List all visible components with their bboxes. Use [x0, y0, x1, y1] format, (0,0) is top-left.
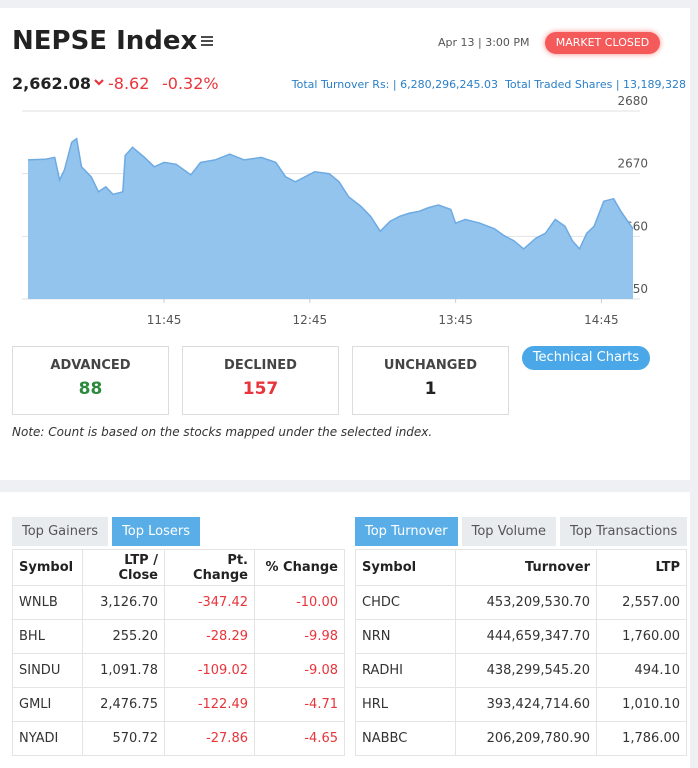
y-tick-label: 2680	[617, 95, 648, 108]
stat-box: ADVANCED 88	[12, 346, 169, 415]
column-header: LTP / Close	[82, 549, 165, 586]
table-cell: 2,476.75	[82, 687, 165, 722]
tab[interactable]: Top Losers	[112, 517, 201, 546]
table-row[interactable]: CHDC 453,209,530.70 2,557.00	[355, 585, 687, 620]
turnover-table: Symbol Turnover LTP CHDC 453,209,530.70 2,557…	[355, 549, 687, 756]
stat-value: 1	[424, 379, 437, 399]
stat-box: DECLINED 157	[182, 346, 339, 415]
table-row[interactable]: NABBC 206,209,780.90 1,786.00	[355, 721, 687, 756]
table-cell: -10.00	[254, 585, 345, 620]
right-tabs: Top Turnover Top Volume Top Transactions	[355, 517, 688, 546]
table-cell: SINDU	[12, 653, 83, 688]
table-cell: -122.49	[164, 687, 255, 722]
column-header: LTP	[596, 549, 687, 586]
down-chevron	[94, 79, 104, 86]
column-header: Turnover	[455, 549, 597, 586]
column-header: % Change	[254, 549, 345, 586]
index-percent-change: -0.32%	[162, 74, 219, 93]
table-cell: -4.65	[254, 721, 345, 756]
table-cell: 1,786.00	[596, 721, 687, 756]
table-row[interactable]: NYADI 570.72 -27.86 -4.65	[12, 721, 345, 756]
header-row: Symbol LTP / Close Pt. Change% Change	[12, 549, 345, 586]
x-tick-label: 13:45	[438, 313, 473, 327]
table-cell: HRL	[355, 687, 456, 722]
table-row[interactable]: HRL 393,424,714.60 1,010.10	[355, 687, 687, 722]
table-cell: NYADI	[12, 721, 83, 756]
stat-box: UNCHANGED 1	[352, 346, 509, 415]
table-cell: 570.72	[82, 721, 165, 756]
stat-label: DECLINED	[224, 358, 297, 373]
table-row[interactable]: SINDU 1,091.78 -109.02 -9.08	[12, 653, 345, 688]
table-cell: -27.86	[164, 721, 255, 756]
table-cell: 206,209,780.90	[455, 721, 597, 756]
table-cell: 1,760.00	[596, 619, 687, 654]
table-cell: 1,091.78	[82, 653, 165, 688]
tab[interactable]: Top Gainers	[12, 517, 109, 546]
stat-value: 157	[242, 379, 279, 399]
table-row[interactable]: NRN 444,659,347.70 1,760.00	[355, 619, 687, 654]
table-cell: 444,659,347.70	[455, 619, 597, 654]
table-cell: 438,299,545.20	[455, 653, 597, 688]
x-tick-label: 14:45	[584, 313, 619, 327]
date: Apr 13 | 3:00 PM	[438, 36, 530, 49]
tab[interactable]: Top Turnover	[355, 517, 458, 546]
header-row: Symbol Turnover LTP	[355, 549, 687, 586]
turnover: Total Turnover Rs: | 6,280,296,245.03	[291, 78, 499, 91]
tab[interactable]: Top Transactions	[560, 517, 688, 546]
table-row[interactable]: RADHI 438,299,545.20 494.10	[355, 653, 687, 688]
stat-value: 88	[78, 379, 103, 399]
index-value: 2,662.08	[12, 74, 91, 93]
tab[interactable]: Top Volume	[461, 517, 557, 546]
traded-shares: Total Traded Shares | 13,189,328	[505, 78, 686, 91]
index-change: -8.62	[108, 74, 150, 93]
table-cell: 393,424,714.60	[455, 687, 597, 722]
table-cell: CHDC	[355, 585, 456, 620]
table-cell: NABBC	[355, 721, 456, 756]
table-cell: 1,010.10	[596, 687, 687, 722]
note: Note: Count is based on the stocks mappe…	[12, 425, 433, 439]
table-cell: -4.71	[254, 687, 345, 722]
table-cell: 255.20	[82, 619, 165, 654]
table-row[interactable]: WNLB 3,126.70 -347.42 -10.00	[12, 585, 345, 620]
x-tick-label: 11:45	[147, 313, 182, 327]
column-header: Symbol	[355, 549, 456, 586]
table-cell: 453,209,530.70	[455, 585, 597, 620]
table-cell: 2,557.00	[596, 585, 687, 620]
column-header: Symbol	[12, 549, 83, 586]
left-tabs: Top Gainers Top Losers	[12, 517, 201, 546]
market-status: MARKET CLOSED	[545, 32, 660, 54]
stat-label: ADVANCED	[50, 358, 131, 373]
table-cell: GMLI	[12, 687, 83, 722]
y-tick-label: 2670	[617, 157, 648, 171]
stat-label: UNCHANGED	[383, 358, 478, 373]
losers-table: Symbol LTP / Close Pt. Change% Change WNLB 3…	[12, 549, 345, 756]
table-row[interactable]: BHL 255.20 -28.29 -9.98	[12, 619, 345, 654]
turnover-info: Total Turnover Rs: | 6,280,296,245.03 To…	[292, 78, 686, 91]
column-header: Pt. Change	[164, 549, 255, 586]
area	[28, 138, 633, 299]
table-cell: -9.08	[254, 653, 345, 688]
table-row[interactable]: GMLI 2,476.75 -122.49 -4.71	[12, 687, 345, 722]
table-cell: -9.98	[254, 619, 345, 654]
table-cell: 3,126.70	[82, 585, 165, 620]
table-cell: NRN	[355, 619, 456, 654]
title: NEPSE Index	[12, 26, 198, 56]
x-tick-label: 12:45	[293, 313, 328, 327]
table-cell: -109.02	[164, 653, 255, 688]
table-cell: RADHI	[355, 653, 456, 688]
technical-charts-button[interactable]: Technical Charts	[522, 346, 650, 370]
table-cell: -347.42	[164, 585, 255, 620]
table-cell: WNLB	[12, 585, 83, 620]
area-line	[27, 137, 634, 251]
menu-icon[interactable]	[200, 34, 214, 48]
table-cell: BHL	[12, 619, 83, 654]
table-cell: -28.29	[164, 619, 255, 654]
table-cell: 494.10	[596, 653, 687, 688]
